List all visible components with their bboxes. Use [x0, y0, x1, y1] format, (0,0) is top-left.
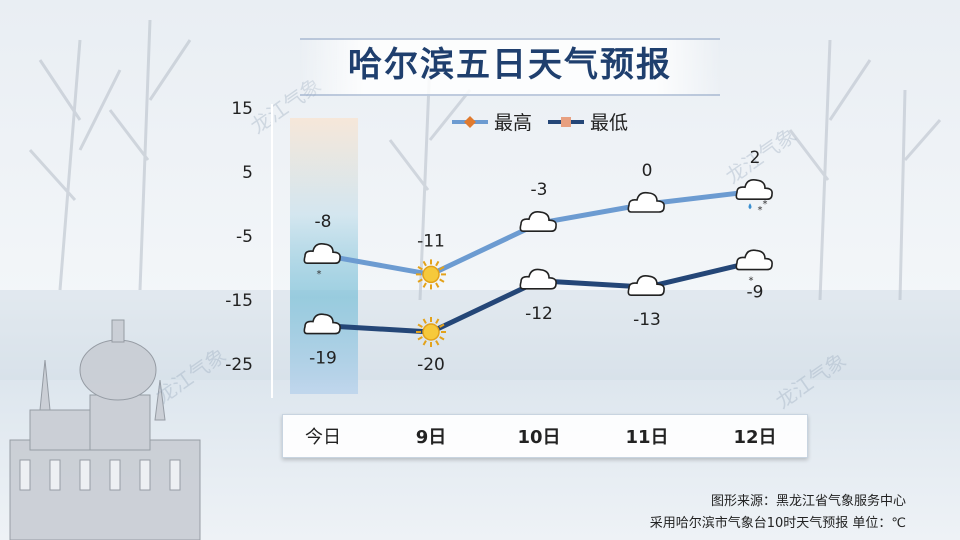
low-value-label: -13 [633, 310, 661, 330]
snowflake-icon: * [763, 199, 768, 210]
cloudy-icon [627, 275, 665, 296]
legend-low-marker [561, 117, 571, 127]
x-axis-bar [282, 414, 808, 458]
high-value-label: -11 [417, 231, 445, 251]
high-value-label: -3 [531, 180, 548, 200]
raindrop-icon [748, 203, 752, 210]
legend-high-label: 最高 [494, 112, 532, 134]
low-value-label: -12 [525, 304, 553, 324]
snowflake-icon: * [749, 276, 754, 287]
sleet-icon [735, 179, 773, 200]
x-category-label: 11日 [625, 427, 668, 448]
x-category-label: 9日 [416, 427, 447, 448]
low-value-label: -20 [417, 355, 445, 375]
title-band [300, 38, 720, 96]
sunny-icon [416, 317, 446, 347]
legend-low-label: 最低 [590, 112, 628, 134]
cloudy-icon [303, 313, 341, 335]
cloudy-icon [627, 191, 665, 213]
source-note: 图形来源：黑龙江省气象服务中心 [710, 494, 906, 509]
y-tick-label: -5 [236, 227, 253, 247]
high-temp-line [322, 188, 756, 277]
light-snow-icon [735, 249, 773, 271]
y-tick-label: -25 [225, 355, 253, 375]
high-value-label: -8 [315, 212, 332, 232]
cloudy-icon [519, 268, 557, 290]
snowflake-icon: * [317, 269, 322, 280]
church-illustration [9, 319, 201, 540]
low-value-label: -9 [747, 283, 764, 303]
cloudy-icon [519, 211, 557, 232]
light-snow-icon [303, 243, 341, 264]
y-tick-label: -15 [225, 291, 253, 311]
legend-high-marker [464, 116, 476, 128]
sunny-icon [416, 259, 446, 290]
low-value-label: -19 [309, 349, 337, 369]
y-tick-label: 15 [231, 99, 253, 119]
x-category-label: 今日 [305, 427, 341, 448]
page-title: 哈尔滨五日天气预报 [348, 45, 672, 85]
x-category-label: 10日 [517, 427, 560, 448]
y-tick-label: 5 [242, 163, 253, 183]
x-category-label: 12日 [733, 427, 776, 448]
unit-note: 采用哈尔滨市气象台10时天气预报 单位：℃ [649, 516, 906, 531]
high-value-label: 0 [642, 161, 653, 181]
high-value-label: 2 [750, 148, 761, 168]
snowflake-icon: * [758, 205, 763, 216]
